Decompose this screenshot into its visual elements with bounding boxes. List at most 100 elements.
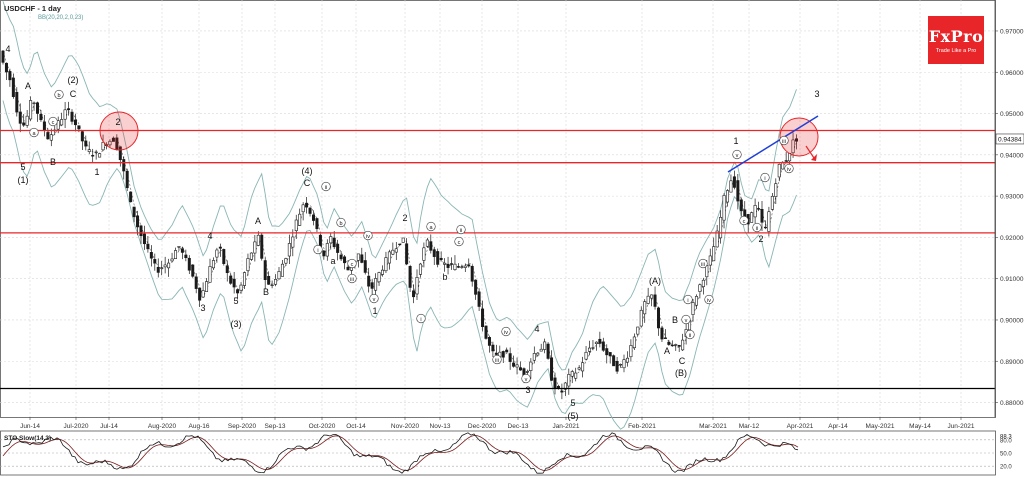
candle-body xyxy=(606,349,608,355)
candle-body xyxy=(678,345,680,346)
x-tick-label: Jun-14 xyxy=(20,423,40,430)
candle-body xyxy=(195,277,197,289)
candle-body xyxy=(719,217,721,238)
candle-body xyxy=(357,254,359,260)
wave-label: iv xyxy=(504,330,508,336)
x-tick-label: Jan-2021 xyxy=(552,423,579,430)
candle-body xyxy=(488,337,490,345)
candle-body xyxy=(530,362,532,371)
wave-label: (5) xyxy=(568,411,579,421)
wave-label: i xyxy=(687,298,688,304)
wave-label: 1 xyxy=(372,306,377,316)
candle-body xyxy=(416,277,418,294)
candle-body xyxy=(123,159,125,171)
candle-body xyxy=(333,238,335,247)
x-tick-label: Jul-2020 xyxy=(64,423,89,430)
candle-body xyxy=(395,249,397,252)
candle-body xyxy=(464,266,466,268)
wave-label: b xyxy=(442,272,447,282)
candle-body xyxy=(423,248,425,261)
y-tick-label: 0.93000 xyxy=(1000,194,1024,201)
indicator-label: BB(20,20,2,0,23) xyxy=(38,15,83,21)
candle-body xyxy=(285,259,287,264)
candle-body xyxy=(764,227,766,228)
wave-label: c xyxy=(351,262,354,268)
candle-body xyxy=(50,135,52,141)
wave-label: 5 xyxy=(570,398,575,408)
x-tick-label: Nov-13 xyxy=(430,423,451,430)
candle-body xyxy=(271,285,273,286)
candle-body xyxy=(637,327,639,334)
candle-body xyxy=(247,258,249,270)
candle-body xyxy=(157,267,159,272)
candle-body xyxy=(405,244,407,264)
candle-body xyxy=(147,244,149,249)
candle-body xyxy=(550,358,552,381)
wave-label: b xyxy=(57,93,60,99)
candle-body xyxy=(506,350,508,352)
wave-label: B xyxy=(672,315,678,325)
wave-label: c xyxy=(458,240,461,246)
x-tick-label: May-14 xyxy=(909,423,931,430)
candle-body xyxy=(543,342,545,350)
candle-body xyxy=(623,360,625,368)
wave-label: c xyxy=(52,120,55,126)
candle-body xyxy=(516,365,518,367)
candle-body xyxy=(768,212,770,232)
candle-body xyxy=(154,259,156,263)
candle-body xyxy=(257,235,259,245)
candle-body xyxy=(695,296,697,305)
candle-body xyxy=(571,372,573,377)
candle-body xyxy=(540,349,542,351)
x-tick-label: Sep-2020 xyxy=(228,423,257,430)
candle-body xyxy=(647,296,649,303)
candle-body xyxy=(226,266,228,273)
x-tick-label: Sep-13 xyxy=(265,423,286,430)
wave-label: b xyxy=(339,221,342,227)
candle-body xyxy=(323,251,325,256)
y-tick-label: 0.94000 xyxy=(1000,152,1024,159)
candle-body xyxy=(609,352,611,356)
fxpro-logo: FxPro Trade Like a Pro xyxy=(928,16,984,64)
candle-body xyxy=(668,342,670,344)
candle-body xyxy=(85,141,87,146)
candle-body xyxy=(681,340,683,350)
wave-label: 3 xyxy=(200,303,205,313)
candle-body xyxy=(775,184,777,197)
candle-body xyxy=(602,342,604,350)
candle-body xyxy=(526,371,528,372)
wave-label: 4 xyxy=(5,44,10,54)
candle-body xyxy=(312,215,314,221)
candle-body xyxy=(561,391,563,392)
candle-body xyxy=(661,328,663,339)
candle-body xyxy=(316,219,318,229)
candle-body xyxy=(295,220,297,231)
wave-label: C xyxy=(679,356,686,366)
candle-body xyxy=(364,261,366,273)
candle-body xyxy=(426,240,428,246)
candle-body xyxy=(588,348,590,351)
candle-body xyxy=(171,259,173,261)
candle-body xyxy=(388,252,390,263)
wave-label: 1 xyxy=(733,136,738,146)
candle-body xyxy=(733,177,735,188)
wave-label: v xyxy=(373,297,376,303)
candle-body xyxy=(274,279,276,284)
candle-body xyxy=(485,326,487,338)
candle-body xyxy=(326,243,328,256)
candle-body xyxy=(67,109,69,110)
candle-body xyxy=(726,191,728,202)
candle-body xyxy=(43,122,45,131)
wave-label: 4 xyxy=(207,231,212,241)
x-tick-label: Aug-2020 xyxy=(148,423,177,430)
candle-body xyxy=(243,273,245,286)
candle-body xyxy=(181,249,183,253)
candle-body xyxy=(399,244,401,245)
candle-body xyxy=(612,356,614,366)
candle-body xyxy=(592,348,594,349)
candle-body xyxy=(706,265,708,276)
candle-body xyxy=(478,292,480,307)
candle-body xyxy=(192,265,194,276)
x-tick-label: Oct-2020 xyxy=(309,423,336,430)
candle-body xyxy=(23,123,25,125)
